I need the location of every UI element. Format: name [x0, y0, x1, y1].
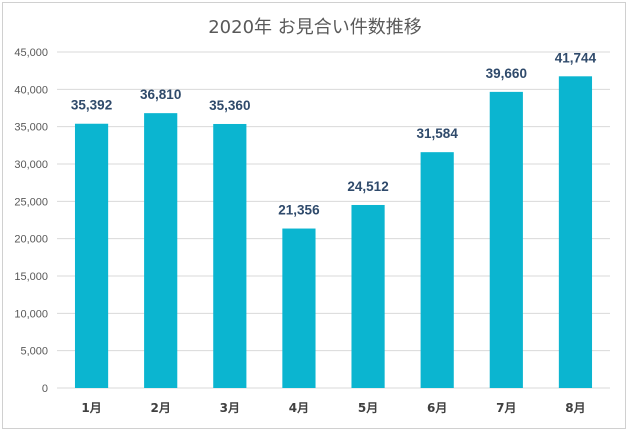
x-tick-label: 7月 [496, 401, 516, 415]
bar [74, 123, 109, 388]
chart-title: 2020年 お見合い件数推移 [208, 17, 422, 38]
x-tick-label: 2月 [151, 401, 171, 415]
y-tick-label: 25,000 [14, 196, 48, 208]
bar [144, 113, 178, 388]
bars [74, 76, 593, 389]
x-tick-label: 3月 [220, 401, 240, 415]
x-tick-label: 8月 [565, 401, 585, 415]
y-tick-label: 15,000 [14, 271, 48, 283]
data-label: 36,810 [140, 87, 181, 102]
bar [282, 228, 316, 388]
data-label: 31,584 [417, 126, 459, 141]
x-tick-label: 1月 [81, 401, 101, 415]
x-tick-label: 6月 [427, 401, 447, 415]
bar [213, 123, 247, 388]
data-label: 35,392 [71, 98, 112, 113]
x-tick-label: 5月 [358, 401, 378, 415]
y-tick-label: 45,000 [14, 47, 48, 59]
data-label: 39,660 [486, 66, 527, 81]
data-label: 21,356 [278, 203, 320, 218]
x-tick-label: 4月 [289, 401, 309, 415]
y-tick-label: 35,000 [14, 122, 48, 134]
y-axis-ticks: 0 5,000 10,000 15,000 20,000 25,000 30,000 35,0… [14, 47, 48, 395]
y-tick-label: 0 [42, 383, 48, 395]
data-labels: 35,392 36,810 35,360 21,356 24,512 31,584 39,6… [71, 50, 597, 217]
y-tick-label: 40,000 [14, 84, 48, 96]
bar [351, 204, 385, 388]
data-label: 24,512 [347, 179, 388, 194]
y-tick-label: 30,000 [14, 159, 48, 171]
bar [489, 91, 523, 388]
bar [558, 76, 593, 389]
data-label: 35,360 [209, 98, 250, 113]
x-axis-ticks: 1月 2月 3月 4月 5月 6月 7月 8月 [81, 401, 585, 415]
bar [420, 152, 454, 388]
gridlines [57, 51, 610, 389]
y-tick-label: 10,000 [14, 308, 48, 320]
data-label: 41,744 [555, 50, 597, 65]
y-tick-label: 20,000 [14, 234, 48, 246]
y-tick-label: 5,000 [20, 346, 48, 358]
